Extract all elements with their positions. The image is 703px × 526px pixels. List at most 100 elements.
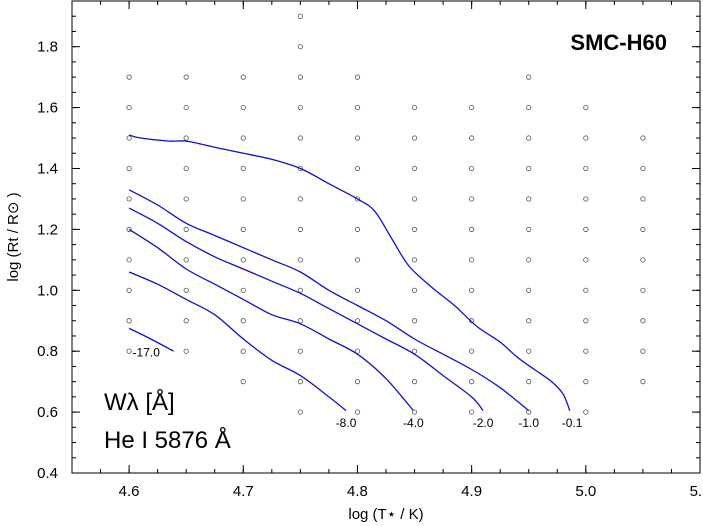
grid-point (469, 257, 475, 263)
grid-point (411, 135, 418, 141)
grid-point (240, 348, 246, 354)
y-tick-label: 1.6 (37, 100, 58, 117)
grid-point (240, 104, 246, 111)
grid-point (126, 74, 132, 80)
grid-point (354, 74, 361, 80)
grid-point (583, 165, 589, 172)
grid-point (411, 318, 418, 324)
x-axis-label: log (T⋆ / K) (348, 506, 423, 523)
contour-label: -1.0 (518, 416, 539, 430)
grid-point (126, 348, 132, 354)
grid-point (240, 226, 246, 232)
grid-point (183, 135, 189, 141)
grid-point (240, 287, 246, 293)
y-tick-label: 0.6 (37, 404, 58, 421)
grid-point (297, 318, 303, 324)
grid-point (297, 379, 303, 385)
grid-point (183, 165, 189, 172)
axis-ticks: 4.6 4.7 4.8 4.9 5.0 5.1 0.4 0.6 0.8 1.0 1.2 1.4 1.6 1… (37, 1, 703, 500)
grid-point (354, 165, 361, 172)
grid-point (126, 257, 132, 263)
grid-point (411, 348, 418, 354)
contour-line (128, 327, 174, 352)
contour-label: -17.0 (133, 346, 161, 360)
grid-point (183, 348, 189, 354)
grid-point (526, 165, 532, 172)
grid-point (297, 74, 303, 80)
grid-point (183, 287, 189, 293)
annotation-line2: He I 5876 Å (104, 426, 231, 454)
grid-point (583, 348, 589, 354)
grid-point (526, 74, 532, 80)
grid-point (640, 348, 646, 354)
grid-point (469, 135, 475, 141)
grid-point (640, 379, 646, 385)
contour-label: -2.0 (473, 416, 494, 430)
grid-point (297, 348, 303, 354)
y-tick-label: 1.2 (37, 221, 58, 238)
grid-point (297, 135, 303, 141)
grid-point (297, 287, 303, 293)
grid-point (354, 135, 361, 141)
grid-point (297, 409, 303, 415)
contour-label: -8.0 (336, 416, 357, 430)
grid-point (583, 287, 589, 293)
y-tick-label: 1.4 (37, 160, 58, 177)
contour-line (128, 134, 571, 411)
grid-point (240, 379, 246, 385)
grid-point (583, 318, 589, 324)
grid-point (640, 318, 646, 324)
grid-point (411, 165, 418, 172)
grid-point (411, 409, 418, 415)
grid-point (354, 379, 361, 385)
grid-point (126, 318, 132, 324)
grid-point (469, 287, 475, 293)
grid-point (526, 379, 532, 385)
x-tick-label: 4.7 (233, 483, 254, 500)
grid-point (526, 257, 532, 263)
contour-series (128, 134, 571, 412)
grid-point (526, 196, 532, 202)
grid-point (126, 104, 132, 111)
x-tick-label: 4.8 (347, 483, 368, 500)
x-tick-label: 4.6 (119, 483, 140, 500)
grid-point (354, 104, 361, 111)
grid-point (240, 165, 246, 172)
grid-point (526, 104, 532, 111)
grid-point (354, 318, 361, 324)
chart-title: SMC-H60 (570, 30, 667, 55)
grid-point (183, 226, 189, 232)
grid-point (526, 318, 532, 324)
contour-line (128, 271, 347, 412)
grid-point (411, 257, 418, 263)
grid-point (583, 409, 589, 415)
grid-point (183, 318, 189, 324)
grid-point (240, 135, 246, 141)
grid-point (183, 196, 189, 202)
grid-point (240, 74, 246, 80)
contour-labels: -17.0 -8.0 -4.0 -2.0 -1.0 -0.1 (133, 346, 583, 430)
grid-point (583, 226, 589, 232)
grid-point (240, 318, 246, 324)
grid-point (411, 226, 418, 232)
contour-line (128, 207, 484, 412)
grid-point (411, 104, 418, 111)
grid-point (126, 165, 132, 172)
x-tick-label: 5.1 (690, 483, 703, 500)
grid-point (583, 257, 589, 263)
annotation-line1: Wλ [Å] (104, 388, 175, 416)
grid-point (526, 135, 532, 141)
grid-point (411, 196, 418, 202)
x-tick-label: 5.0 (575, 483, 596, 500)
contour-label: -0.1 (562, 416, 583, 430)
model-grid (126, 13, 646, 415)
grid-point (240, 257, 246, 263)
grid-point (469, 379, 475, 385)
grid-point (469, 226, 475, 232)
grid-point (183, 257, 189, 263)
grid-point (583, 196, 589, 202)
grid-point (183, 104, 189, 111)
grid-point (640, 287, 646, 293)
grid-point (640, 226, 646, 232)
